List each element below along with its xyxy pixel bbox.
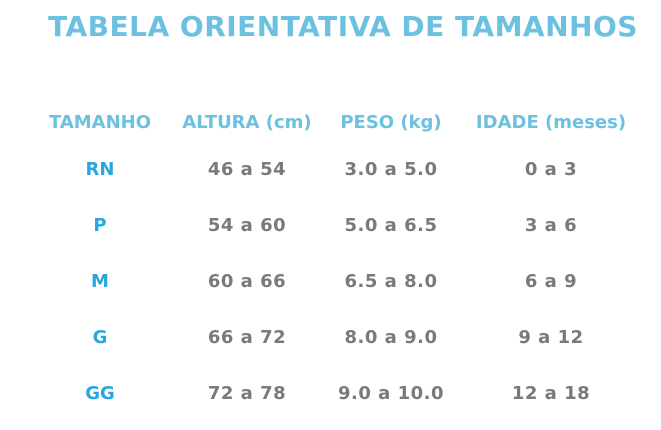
cell-value: 46 a 54 [207, 159, 287, 180]
cell-value: 72 a 78 [207, 383, 287, 404]
cell-value: 6.5 a 8.0 [344, 271, 438, 292]
cell-value: 9.0 a 10.0 [338, 383, 444, 404]
column-header: TAMANHO [48, 112, 152, 133]
cell-value: 60 a 66 [207, 271, 287, 292]
cell-value: 3.0 a 5.0 [344, 159, 438, 180]
cell-value: 6 a 9 [524, 271, 578, 292]
cell-value: 5.0 a 6.5 [344, 215, 438, 236]
size-label: M [91, 271, 109, 292]
size-label: GG [85, 383, 115, 404]
cell-value: 3 a 6 [524, 215, 578, 236]
title: TABELA ORIENTATIVA DE TAMANHOS [48, 10, 638, 43]
cell-value: 0 a 3 [524, 159, 578, 180]
column-header: ALTURA (cm) [182, 112, 312, 133]
column-header: IDADE (meses) [475, 112, 627, 133]
cell-value: 66 a 72 [207, 327, 287, 348]
cell-value: 54 a 60 [207, 215, 287, 236]
cell-value: 8.0 a 9.0 [344, 327, 438, 348]
cell-value: 9 a 12 [518, 327, 584, 348]
size-label: RN [85, 159, 115, 180]
size-label: G [92, 327, 108, 348]
cell-value: 12 a 18 [511, 383, 591, 404]
size-label: P [93, 215, 107, 236]
column-header: PESO (kg) [340, 112, 442, 133]
